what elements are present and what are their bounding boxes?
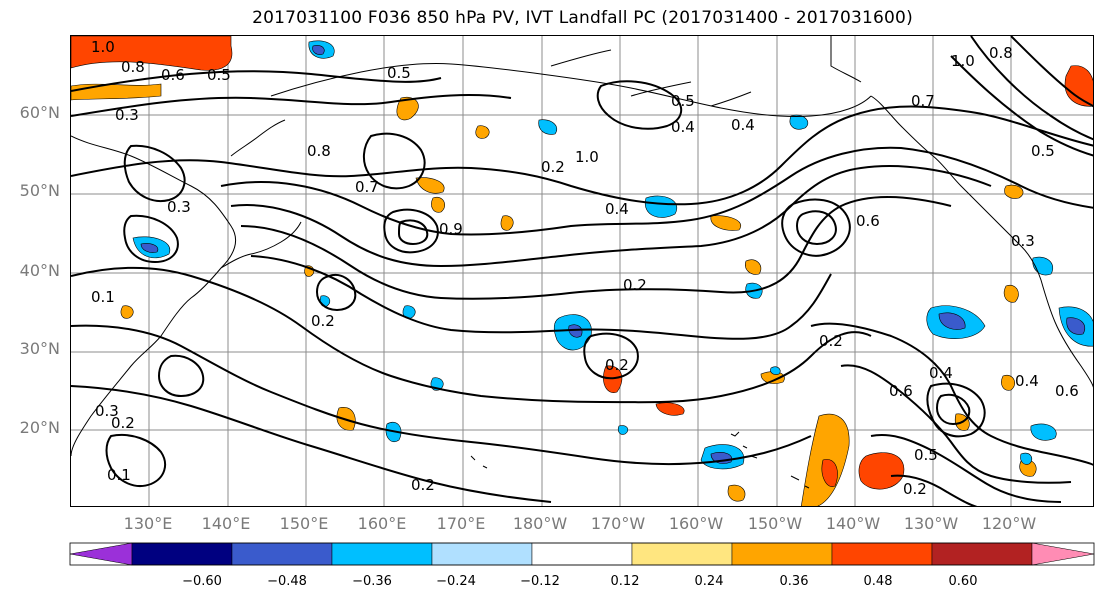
colorbar-cell [231, 542, 333, 566]
contour-label: 0.2 [111, 414, 135, 432]
contour-label: 0.5 [1031, 142, 1055, 160]
contour-label: 0.7 [911, 92, 935, 110]
contour-label: 0.3 [115, 106, 139, 124]
lon-label-170e: 170°E [436, 514, 486, 533]
contour-label: 0.1 [91, 288, 115, 306]
contour-label: 0.8 [121, 58, 145, 76]
map-panel: 1.0 0.8 0.6 0.5 0.3 0.5 0.7 0.8 0.9 0.4 … [70, 35, 1094, 507]
contour-label: 0.5 [387, 64, 411, 82]
lon-label-150e: 150°E [279, 514, 329, 533]
contour-label: 0.4 [929, 364, 953, 382]
colorbar-tick-label: −0.36 [352, 574, 392, 589]
contour-label: 1.0 [951, 52, 975, 70]
lon-label-120w: 120°W [981, 514, 1037, 533]
contour-label: 0.5 [914, 446, 938, 464]
contour-label: 0.3 [167, 198, 191, 216]
lon-label-170w: 170°W [590, 514, 646, 533]
lat-label-60n: 60°N [19, 103, 60, 122]
lon-label-150w: 150°W [747, 514, 803, 533]
lon-label-160w: 160°W [668, 514, 724, 533]
colorbar-tick-label: 0.24 [694, 574, 724, 589]
contour-label: 0.2 [605, 356, 629, 374]
lon-label-180w: 180°W [512, 514, 568, 533]
contour-label: 0.5 [207, 66, 231, 84]
contour-label: 0.6 [161, 66, 185, 84]
contour-label: 0.9 [439, 220, 463, 238]
contour-label: 0.3 [95, 402, 119, 420]
colorbar-extend-max [1031, 542, 1095, 566]
colorbar-tick-label: 0.48 [863, 574, 893, 589]
ivt-contours [71, 36, 1093, 506]
contour-label: 0.2 [623, 276, 647, 294]
lat-label-50n: 50°N [19, 181, 60, 200]
colorbar-cell [431, 542, 533, 566]
lon-label-130w: 130°W [903, 514, 959, 533]
colorbar-tick-label: −0.24 [436, 574, 476, 589]
colorbar-cell [131, 542, 233, 566]
contour-label: 0.1 [107, 466, 131, 484]
colorbar-extend-min [69, 542, 133, 566]
contour-label: 0.8 [307, 142, 331, 160]
coastlines [71, 36, 1093, 489]
colorbar [69, 542, 1095, 566]
colorbar-tick-label: 0.36 [779, 574, 809, 589]
contour-label: 0.8 [989, 44, 1013, 62]
lat-label-40n: 40°N [19, 261, 60, 280]
contour-label: 0.6 [889, 382, 913, 400]
colorbar-cell [731, 542, 833, 566]
colorbar-tick-label: −0.60 [182, 574, 222, 589]
colorbar-cell [931, 542, 1033, 566]
colorbar-tick-label: −0.48 [267, 574, 307, 589]
pv-negative-shading [132, 40, 1093, 470]
colorbar-cell [631, 542, 733, 566]
map-canvas: 1.0 0.8 0.6 0.5 0.3 0.5 0.7 0.8 0.9 0.4 … [71, 36, 1093, 506]
lon-label-160e: 160°E [357, 514, 407, 533]
colorbar-tick-label: −0.12 [520, 574, 560, 589]
colorbar-cell [531, 542, 633, 566]
contour-label: 0.5 [671, 92, 695, 110]
contour-label: 0.6 [856, 212, 880, 230]
contour-label: 0.2 [411, 476, 435, 494]
graticule [71, 36, 1093, 506]
lat-label-30n: 30°N [19, 339, 60, 358]
colorbar-cell [331, 542, 433, 566]
contour-labels: 1.0 0.8 0.6 0.5 0.3 0.5 0.7 0.8 0.9 0.4 … [91, 38, 1079, 498]
contour-label: 0.7 [355, 178, 379, 196]
contour-label: 0.4 [731, 116, 755, 134]
lon-label-140w: 140°W [825, 514, 881, 533]
contour-label: 0.4 [605, 200, 629, 218]
contour-label: 0.2 [819, 332, 843, 350]
lon-label-130e: 130°E [123, 514, 173, 533]
contour-label: 0.4 [1015, 372, 1039, 390]
contour-label: 0.2 [903, 480, 927, 498]
colorbar-frame [69, 542, 1095, 566]
contour-label: 0.2 [541, 158, 565, 176]
contour-label: 0.2 [311, 312, 335, 330]
contour-label: 1.0 [575, 148, 599, 166]
lon-label-140e: 140°E [201, 514, 251, 533]
contour-label: 1.0 [91, 38, 115, 56]
colorbar-tick-label: 0.60 [948, 574, 978, 589]
contour-label: 0.3 [1011, 232, 1035, 250]
contour-label: 0.4 [671, 118, 695, 136]
colorbar-tick-label: 0.12 [610, 574, 640, 589]
lat-label-20n: 20°N [19, 418, 60, 437]
map-title: 2017031100 F036 850 hPa PV, IVT Landfall… [252, 8, 913, 28]
colorbar-cell [831, 542, 933, 566]
pv-positive-shading [71, 36, 1093, 506]
contour-label: 0.6 [1055, 382, 1079, 400]
